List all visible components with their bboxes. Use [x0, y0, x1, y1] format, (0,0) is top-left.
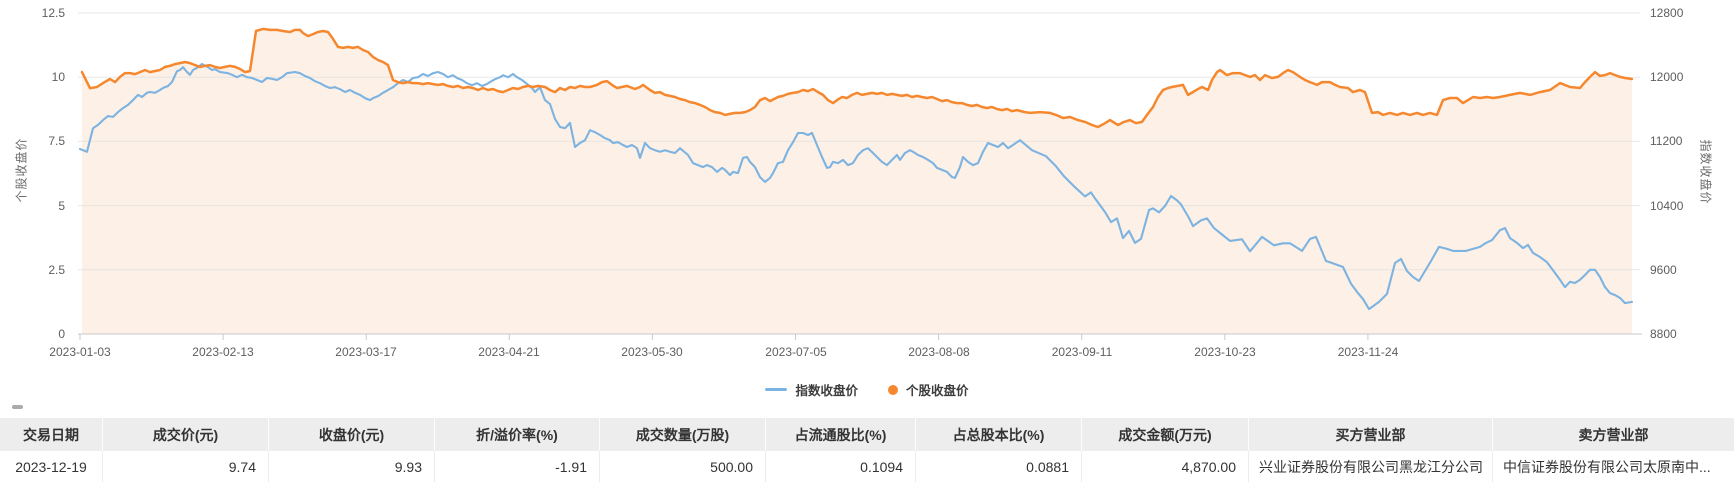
table-cell: 0.1094	[766, 451, 916, 482]
table-header-cell: 成交数量(万股)	[600, 418, 766, 451]
table-header-cell: 卖方营业部	[1578, 426, 1649, 443]
table-header-cell: 折/溢价率(%)	[435, 418, 600, 451]
x-axis-tick-label: 2023-09-11	[1051, 345, 1113, 359]
left-axis-tick-label: 5	[58, 199, 65, 213]
x-axis-tick-label: 2023-11-24	[1337, 345, 1399, 359]
x-axis-tick-label: 2023-08-08	[908, 345, 970, 359]
right-axis-tick-label: 9600	[1650, 263, 1677, 277]
x-axis-tick-label: 2023-01-03	[49, 345, 111, 359]
right-axis-tick-label: 11200	[1650, 134, 1683, 148]
table-cell: 中信证券股份有限公司太原南中...	[1503, 458, 1711, 475]
block-trade-table: 交易日期 成交价(元) 收盘价(元) 折/溢价率(%) 成交数量(万股) 占流通股比(%)…	[0, 418, 1734, 482]
table-cell: 4,870.00	[1082, 451, 1249, 482]
left-axis-tick-label: 10	[51, 70, 65, 84]
x-axis-tick-label: 2023-04-21	[478, 345, 540, 359]
left-axis-tick-label: 0	[58, 327, 65, 341]
table-cell: 9.74	[103, 451, 269, 482]
index-close-line	[78, 62, 1634, 311]
chart-canvas	[78, 12, 1642, 340]
table-cell: 9.93	[269, 451, 435, 482]
table-header-cell: 交易日期	[0, 418, 103, 451]
table-cell: 500.00	[600, 451, 766, 482]
table-header-cell: 成交价(元)	[103, 418, 269, 451]
stock-close-line	[80, 27, 1634, 129]
table-cell: 2023-12-19	[0, 451, 103, 482]
legend-item-stock-close[interactable]: 个股收盘价	[888, 380, 969, 399]
table-header-cell: 占总股本比(%)	[916, 418, 1082, 451]
right-axis-tick-label: 12000	[1650, 70, 1684, 84]
table-cell: 兴业证券股份有限公司黑龙江分公司	[1249, 451, 1493, 482]
circle-marker-icon	[888, 384, 898, 395]
legend-label: 个股收盘价	[906, 384, 969, 398]
x-axis-tick-label: 2023-02-13	[192, 345, 254, 359]
left-axis-tick-label: 12.5	[41, 6, 65, 20]
x-axis-tick-label: 2023-03-17	[335, 345, 397, 359]
right-axis-tick-label: 10400	[1650, 199, 1684, 213]
table-row: 2023-12-19 9.74 9.93 -1.91 500.00 0.1094 0.088…	[0, 451, 1734, 482]
table-header-cell: 成交金额(万元)	[1082, 418, 1249, 451]
legend-label: 指数收盘价	[795, 384, 858, 398]
dual-axis-line-chart: 0 2.5 5 7.5 10 12.5 8800 9600 10400 11200 12000 12…	[15, 6, 1713, 359]
legend-item-index-close[interactable]: 指数收盘价	[765, 380, 858, 399]
right-axis-tick-label: 12800	[1650, 6, 1684, 20]
horizontal-scrollbar-thumb[interactable]	[12, 405, 23, 409]
line-marker-icon	[765, 388, 788, 391]
x-axis-tick-label: 2023-07-05	[765, 345, 827, 359]
table-header-cell: 收盘价(元)	[269, 418, 435, 451]
left-axis-tick-label: 2.5	[48, 263, 65, 277]
table-header-cell: 买方营业部	[1249, 418, 1493, 451]
chart-legend: 指数收盘价 个股收盘价	[0, 381, 1734, 398]
table-header-row: 交易日期 成交价(元) 收盘价(元) 折/溢价率(%) 成交数量(万股) 占流通股比(%)…	[0, 418, 1734, 451]
table-header-cell: 占流通股比(%)	[766, 418, 916, 451]
left-axis-tick-label: 7.5	[48, 134, 65, 148]
table-cell: -1.91	[435, 451, 600, 482]
x-axis-tick-label: 2023-10-23	[1194, 345, 1256, 359]
table-cell: 0.0881	[916, 451, 1082, 482]
x-axis-tick-label: 2023-05-30	[621, 345, 683, 359]
stock-series-area	[82, 28, 1632, 335]
right-axis-tick-label: 8800	[1650, 327, 1677, 341]
